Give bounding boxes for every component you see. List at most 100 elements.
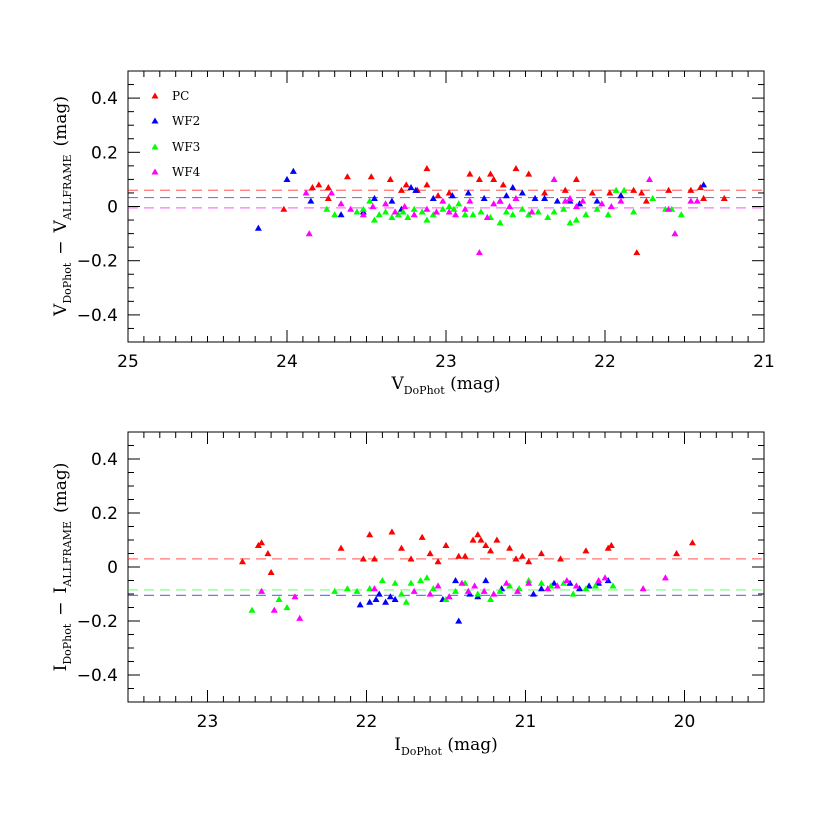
legend-label-wf4: WF4 (172, 165, 201, 179)
bottom-point-pc (359, 555, 367, 562)
top-point-wf3 (620, 186, 628, 193)
bottom-data-points (238, 528, 696, 624)
bottom-point-pc (426, 550, 434, 557)
top-point-wf2 (700, 181, 708, 188)
top-point-wf3 (445, 203, 453, 210)
bottom-point-pc (434, 558, 442, 565)
top-point-wf3 (439, 205, 447, 212)
bottom-point-wf3 (366, 585, 374, 592)
bottom-point-wf2 (391, 595, 399, 602)
bottom-point-wf4 (270, 606, 278, 613)
bottom-x-tick-labels: 23 22 21 20 (197, 712, 696, 732)
bottom-y-axis-label: IDoPhot−IALLFRAME(mag) (51, 463, 74, 672)
bottom-reference-lines (128, 558, 764, 596)
top-point-pc (700, 194, 708, 201)
top-point-wf3 (382, 208, 390, 215)
top-point-wf3 (509, 211, 517, 218)
bottom-point-wf2 (366, 598, 374, 605)
top-x-axis-label: VDoPhot (mag) (390, 374, 500, 397)
bottom-point-wf3 (496, 587, 504, 594)
top-y-tick-label-0_4: 0.4 (91, 89, 118, 109)
top-point-wf3 (582, 211, 590, 218)
top-point-wf3 (502, 208, 510, 215)
top-point-wf4 (466, 197, 474, 204)
top-point-wf2 (480, 194, 488, 201)
bottom-point-wf3 (429, 585, 437, 592)
top-point-wf4 (461, 205, 469, 212)
legend-marker-wf3 (151, 143, 159, 150)
top-point-wf4 (490, 200, 498, 207)
bottom-point-wf2 (382, 598, 390, 605)
top-point-wf4 (410, 211, 418, 218)
bottom-point-pc (418, 533, 426, 540)
bottom-point-wf3 (391, 579, 399, 586)
top-point-wf4 (432, 208, 440, 215)
bottom-point-wf3 (417, 577, 425, 584)
bottom-point-wf3 (353, 587, 361, 594)
bottom-point-wf2 (585, 582, 593, 589)
top-y-tick-labels: 0.4 0.2 0 −0.2 −0.4 (77, 89, 118, 326)
legend-label-wf3: WF3 (172, 140, 200, 154)
top-point-pc (633, 249, 641, 256)
bottom-point-wf4 (291, 593, 299, 600)
bottom-point-pc (388, 528, 396, 535)
top-point-wf3 (366, 197, 374, 204)
top-point-pc (324, 194, 332, 201)
bottom-point-wf3 (537, 579, 545, 586)
top-point-wf4 (496, 197, 504, 204)
bottom-point-pc (688, 539, 696, 546)
top-point-wf4 (445, 208, 453, 215)
top-point-wf2 (307, 197, 315, 204)
top-point-wf3 (612, 186, 620, 193)
bottom-point-pc (487, 547, 495, 554)
bottom-point-wf2 (375, 590, 383, 597)
top-point-pc (434, 192, 442, 199)
bottom-point-wf3 (474, 590, 482, 597)
bottom-y-tick-label-m0_2: −0.2 (77, 612, 118, 632)
top-point-wf2 (388, 197, 396, 204)
top-point-wf3 (469, 211, 477, 218)
bottom-point-wf2 (452, 577, 460, 584)
bottom-point-pc (506, 544, 514, 551)
bottom-y-tick-label-0: 0 (107, 558, 118, 578)
bottom-point-wf2 (550, 579, 558, 586)
bottom-point-wf2 (455, 617, 463, 624)
bottom-x-tick-label-21: 21 (515, 712, 537, 732)
top-point-wf4 (359, 211, 367, 218)
bottom-point-pc (493, 536, 501, 543)
top-y-tick-label-0_2: 0.2 (91, 143, 118, 163)
top-point-wf2 (464, 189, 472, 196)
bottom-point-pc (442, 541, 450, 548)
legend-label-wf2: WF2 (172, 114, 200, 128)
top-point-wf2 (412, 186, 420, 193)
bottom-point-wf4 (544, 585, 552, 592)
legend-item-wf3: WF3 (151, 140, 200, 154)
top-point-pc (466, 170, 474, 177)
top-ticks (127, 70, 765, 343)
top-point-pc (512, 165, 520, 172)
top-point-wf4 (550, 175, 558, 182)
bottom-point-wf4 (601, 574, 609, 581)
bottom-point-pc (482, 541, 490, 548)
bottom-point-wf3 (275, 595, 283, 602)
bottom-point-wf4 (258, 587, 266, 594)
top-point-pc (630, 186, 638, 193)
bottom-point-pc (525, 558, 533, 565)
bottom-point-wf3 (423, 574, 431, 581)
bottom-point-wf4 (434, 582, 442, 589)
top-point-wf4 (646, 175, 654, 182)
bottom-point-wf4 (426, 590, 434, 597)
top-point-wf3 (604, 211, 612, 218)
top-y-tick-label-0: 0 (107, 198, 118, 218)
bottom-point-pc (370, 555, 378, 562)
bottom-y-tick-labels: 0.4 0.2 0 −0.2 −0.4 (77, 450, 118, 686)
top-point-wf4 (665, 205, 673, 212)
top-point-wf2 (518, 189, 526, 196)
top-legend: PC WF2 WF3 WF4 (151, 89, 201, 179)
top-point-wf4 (579, 197, 587, 204)
bottom-panel: 23 22 21 20 0.4 0.2 0 −0.2 −0.4 IDoPhot (mag) I… (51, 431, 765, 758)
top-point-wf2 (553, 197, 561, 204)
bottom-y-tick-label-m0_4: −0.4 (77, 666, 118, 686)
top-x-tick-label-23: 23 (435, 352, 457, 372)
